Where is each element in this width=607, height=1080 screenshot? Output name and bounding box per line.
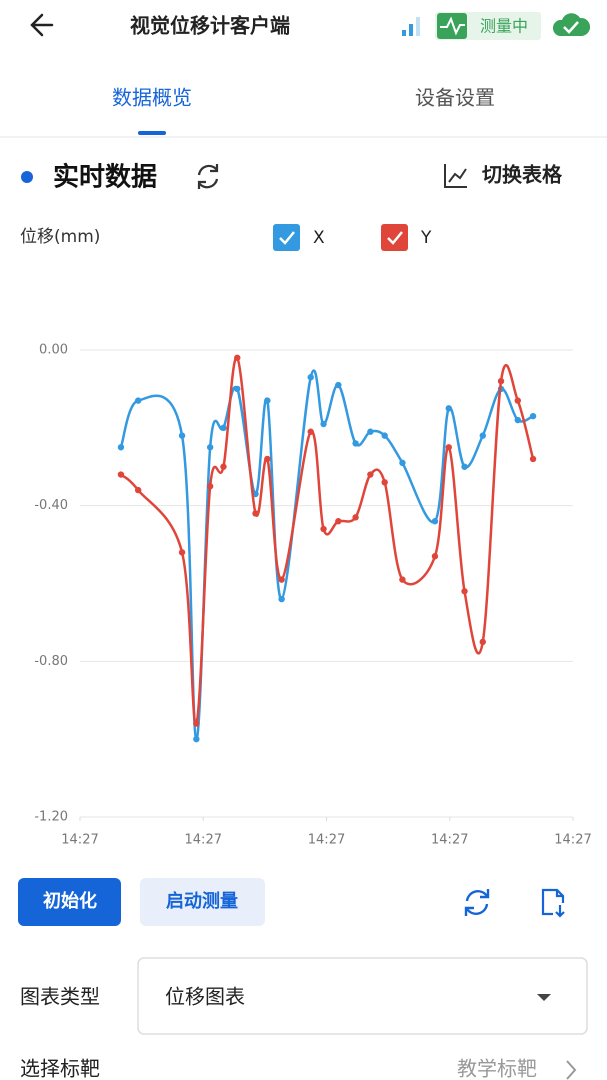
legend-label: X xyxy=(313,228,325,248)
data-point xyxy=(335,518,342,525)
x-tick-label: 14:27 xyxy=(431,833,468,848)
tab-active[interactable]: 数据概览 xyxy=(112,86,192,110)
tab-indicator xyxy=(138,131,166,135)
data-point xyxy=(278,576,285,583)
data-point xyxy=(479,432,486,439)
setting-label: 选择标靶 xyxy=(20,1057,100,1080)
data-point xyxy=(352,514,359,521)
data-point xyxy=(431,518,439,525)
dropdown-arrow xyxy=(537,994,551,1001)
section-dot xyxy=(21,171,33,183)
data-point xyxy=(252,510,259,517)
data-point xyxy=(134,397,142,404)
data-point xyxy=(320,525,327,533)
init-button[interactable] xyxy=(18,878,121,926)
legend-checkbox xyxy=(273,224,300,251)
data-point xyxy=(134,486,142,494)
data-point xyxy=(445,405,452,412)
data-point xyxy=(220,424,227,432)
legend-checkbox xyxy=(381,224,408,251)
back-button[interactable] xyxy=(30,13,54,37)
data-point xyxy=(529,412,537,420)
setting-label: 图表类型 xyxy=(20,985,100,1009)
cloud-icon xyxy=(552,13,591,36)
check-mark xyxy=(279,231,295,245)
y-tick-label: -1.20 xyxy=(34,810,68,825)
data-point xyxy=(307,374,314,381)
data-point xyxy=(117,471,125,478)
data-point xyxy=(479,638,486,646)
data-point xyxy=(367,428,374,435)
data-point xyxy=(234,354,241,361)
reset-icon[interactable] xyxy=(464,889,490,916)
data-point xyxy=(431,553,439,560)
data-point xyxy=(445,444,452,451)
data-point xyxy=(381,479,388,486)
x-tick-label: 14:27 xyxy=(308,833,345,848)
data-point xyxy=(497,377,505,385)
y-axis-label: 位移(mm) xyxy=(20,227,100,247)
data-point xyxy=(193,720,200,727)
export-icon[interactable] xyxy=(541,888,565,918)
data-point xyxy=(320,420,327,428)
check-mark xyxy=(387,231,403,245)
data-point xyxy=(193,735,200,743)
data-point xyxy=(178,432,186,439)
legend-label: Y xyxy=(420,228,432,248)
y-tick-label: 0.00 xyxy=(39,343,68,358)
data-point xyxy=(278,595,285,603)
data-point xyxy=(381,432,388,439)
data-point xyxy=(514,397,521,404)
data-point xyxy=(220,463,227,470)
status-icon xyxy=(437,13,467,39)
data-point xyxy=(352,440,359,447)
pulse-icon xyxy=(440,16,465,36)
data-point xyxy=(117,444,125,451)
data-point xyxy=(367,471,374,478)
line-series xyxy=(120,356,535,725)
data-point xyxy=(529,455,537,463)
section-title: 实时数据 xyxy=(53,162,157,193)
data-point xyxy=(178,549,186,556)
data-point xyxy=(206,483,214,490)
start-button-label[interactable]: 启动测量 xyxy=(166,890,238,912)
chart: 0.00 -0.40 -0.80 -1.20 14:27 14:27 14:27 14:27 1… xyxy=(34,224,592,848)
status-text: 测量中 xyxy=(480,17,528,36)
data-point xyxy=(264,397,271,404)
y-tick-label: -0.40 xyxy=(34,498,68,513)
data-point xyxy=(399,459,406,467)
x-tick-label: 14:27 xyxy=(61,833,98,848)
chart-type-select[interactable] xyxy=(137,957,588,1035)
data-point xyxy=(206,444,214,451)
chart-icon[interactable] xyxy=(444,164,467,188)
signal-icon xyxy=(402,17,420,36)
data-point xyxy=(514,416,521,424)
chevron xyxy=(566,1060,577,1080)
x-tick-label: 14:27 xyxy=(185,833,222,848)
x-tick-label: 14:27 xyxy=(554,833,591,848)
refresh-icon[interactable] xyxy=(197,164,219,189)
setting-value[interactable]: 教学标靶 xyxy=(457,1057,537,1080)
select-value[interactable]: 位移图表 xyxy=(165,985,245,1009)
data-point xyxy=(307,428,314,435)
app-title: 视觉位移计客户端 xyxy=(130,14,290,38)
y-tick-label: -0.80 xyxy=(34,654,68,669)
data-point xyxy=(335,381,342,389)
data-point xyxy=(461,588,468,595)
toggle-table[interactable]: 切换表格 xyxy=(482,163,563,187)
start-button[interactable] xyxy=(140,878,265,926)
data-point xyxy=(399,576,406,583)
data-point xyxy=(234,385,241,393)
tab[interactable]: 设备设置 xyxy=(415,86,495,110)
init-button-label[interactable]: 初始化 xyxy=(43,890,97,912)
data-point xyxy=(264,455,271,463)
data-point xyxy=(461,463,468,470)
